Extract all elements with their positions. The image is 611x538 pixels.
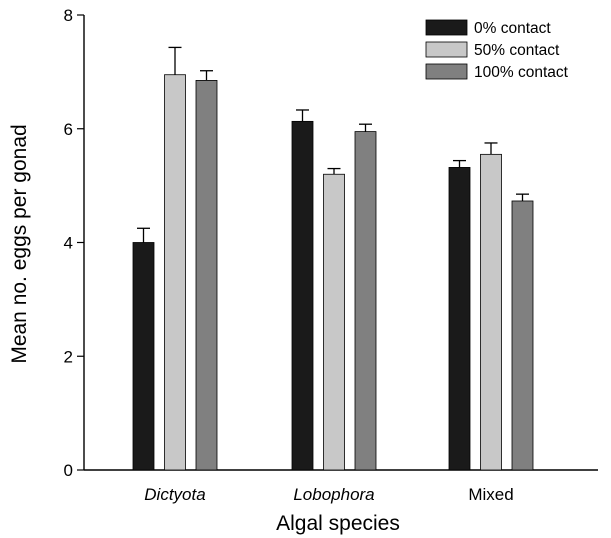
bar <box>132 242 155 471</box>
y-tick-label: 6 <box>64 120 73 139</box>
y-tick-label: 8 <box>64 6 73 25</box>
legend-label: 50% contact <box>474 42 560 59</box>
legend-label: 100% contact <box>474 64 569 81</box>
x-tick-labels: Dictyota Lobophora Mixed <box>144 485 513 504</box>
bar <box>291 120 314 471</box>
legend: 0% contact 50% contact 100% contact <box>425 19 569 81</box>
x-tick-label: Dictyota <box>144 485 205 504</box>
bar <box>480 153 502 471</box>
legend-label: 0% contact <box>474 20 551 37</box>
bar <box>195 80 218 471</box>
y-tick-label: 2 <box>64 347 73 366</box>
y-tick-label: 4 <box>64 234 73 253</box>
y-tick-label: 0 <box>64 461 73 480</box>
legend-swatch <box>425 19 468 36</box>
bars <box>132 74 534 471</box>
legend-swatch <box>425 41 468 58</box>
x-tick-label: Mixed <box>468 485 513 504</box>
bar <box>354 131 377 471</box>
error-bars <box>137 46 529 243</box>
bar <box>164 74 186 471</box>
bar <box>511 200 534 471</box>
x-tick-label: Lobophora <box>293 485 374 504</box>
y-axis-title: Mean no. eggs per gonad <box>8 124 31 363</box>
x-axis-title: Algal species <box>276 512 400 535</box>
legend-swatch <box>425 63 468 80</box>
bar <box>323 173 345 471</box>
bar <box>448 167 471 471</box>
y-ticks: 0 2 4 6 8 <box>64 6 84 480</box>
